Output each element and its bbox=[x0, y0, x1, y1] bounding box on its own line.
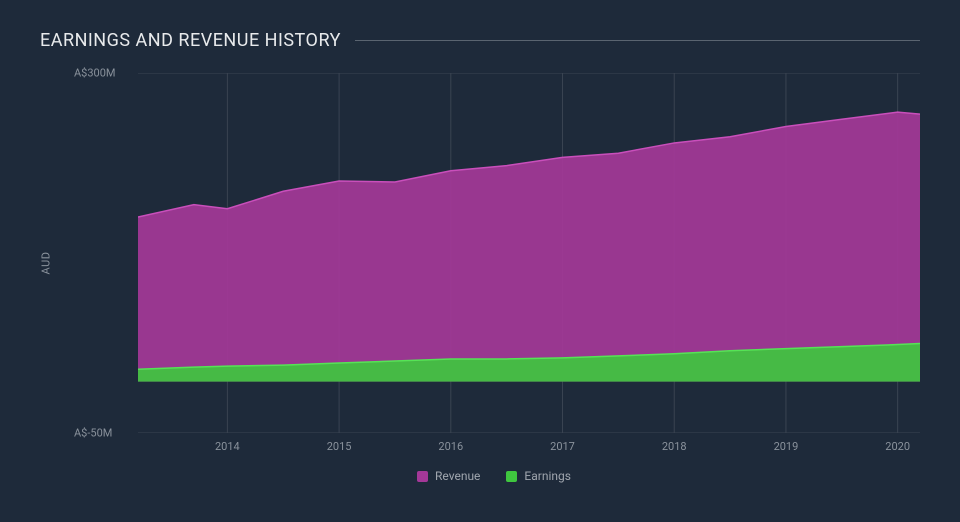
legend-swatch bbox=[417, 471, 428, 482]
y-tick-label: A$-50M bbox=[74, 427, 112, 440]
area-revenue bbox=[138, 112, 920, 381]
y-tick-label: A$300M bbox=[74, 67, 116, 80]
x-tick-label: 2020 bbox=[885, 440, 910, 453]
plot-svg bbox=[138, 73, 920, 433]
chart-container: EARNINGS AND REVENUE HISTORY AUD A$300M A… bbox=[0, 0, 960, 522]
legend: Revenue Earnings bbox=[68, 469, 920, 483]
title-divider bbox=[355, 40, 920, 41]
x-tick-label: 2015 bbox=[327, 440, 352, 453]
x-tick-label: 2014 bbox=[215, 440, 240, 453]
x-tick-label: 2018 bbox=[662, 440, 687, 453]
title-row: EARNINGS AND REVENUE HISTORY bbox=[40, 30, 920, 51]
chart-title: EARNINGS AND REVENUE HISTORY bbox=[40, 30, 341, 51]
x-tick-label: 2017 bbox=[550, 440, 575, 453]
legend-label: Revenue bbox=[435, 469, 480, 483]
plot-region bbox=[138, 73, 920, 433]
legend-item-revenue: Revenue bbox=[417, 469, 480, 483]
chart-area: AUD A$300MA$-50M201420152016201720182019… bbox=[68, 63, 920, 463]
legend-swatch bbox=[506, 471, 517, 482]
x-tick-label: 2016 bbox=[438, 440, 463, 453]
x-tick-label: 2019 bbox=[774, 440, 799, 453]
y-axis-label: AUD bbox=[40, 252, 53, 275]
legend-label: Earnings bbox=[524, 469, 571, 483]
legend-item-earnings: Earnings bbox=[506, 469, 571, 483]
